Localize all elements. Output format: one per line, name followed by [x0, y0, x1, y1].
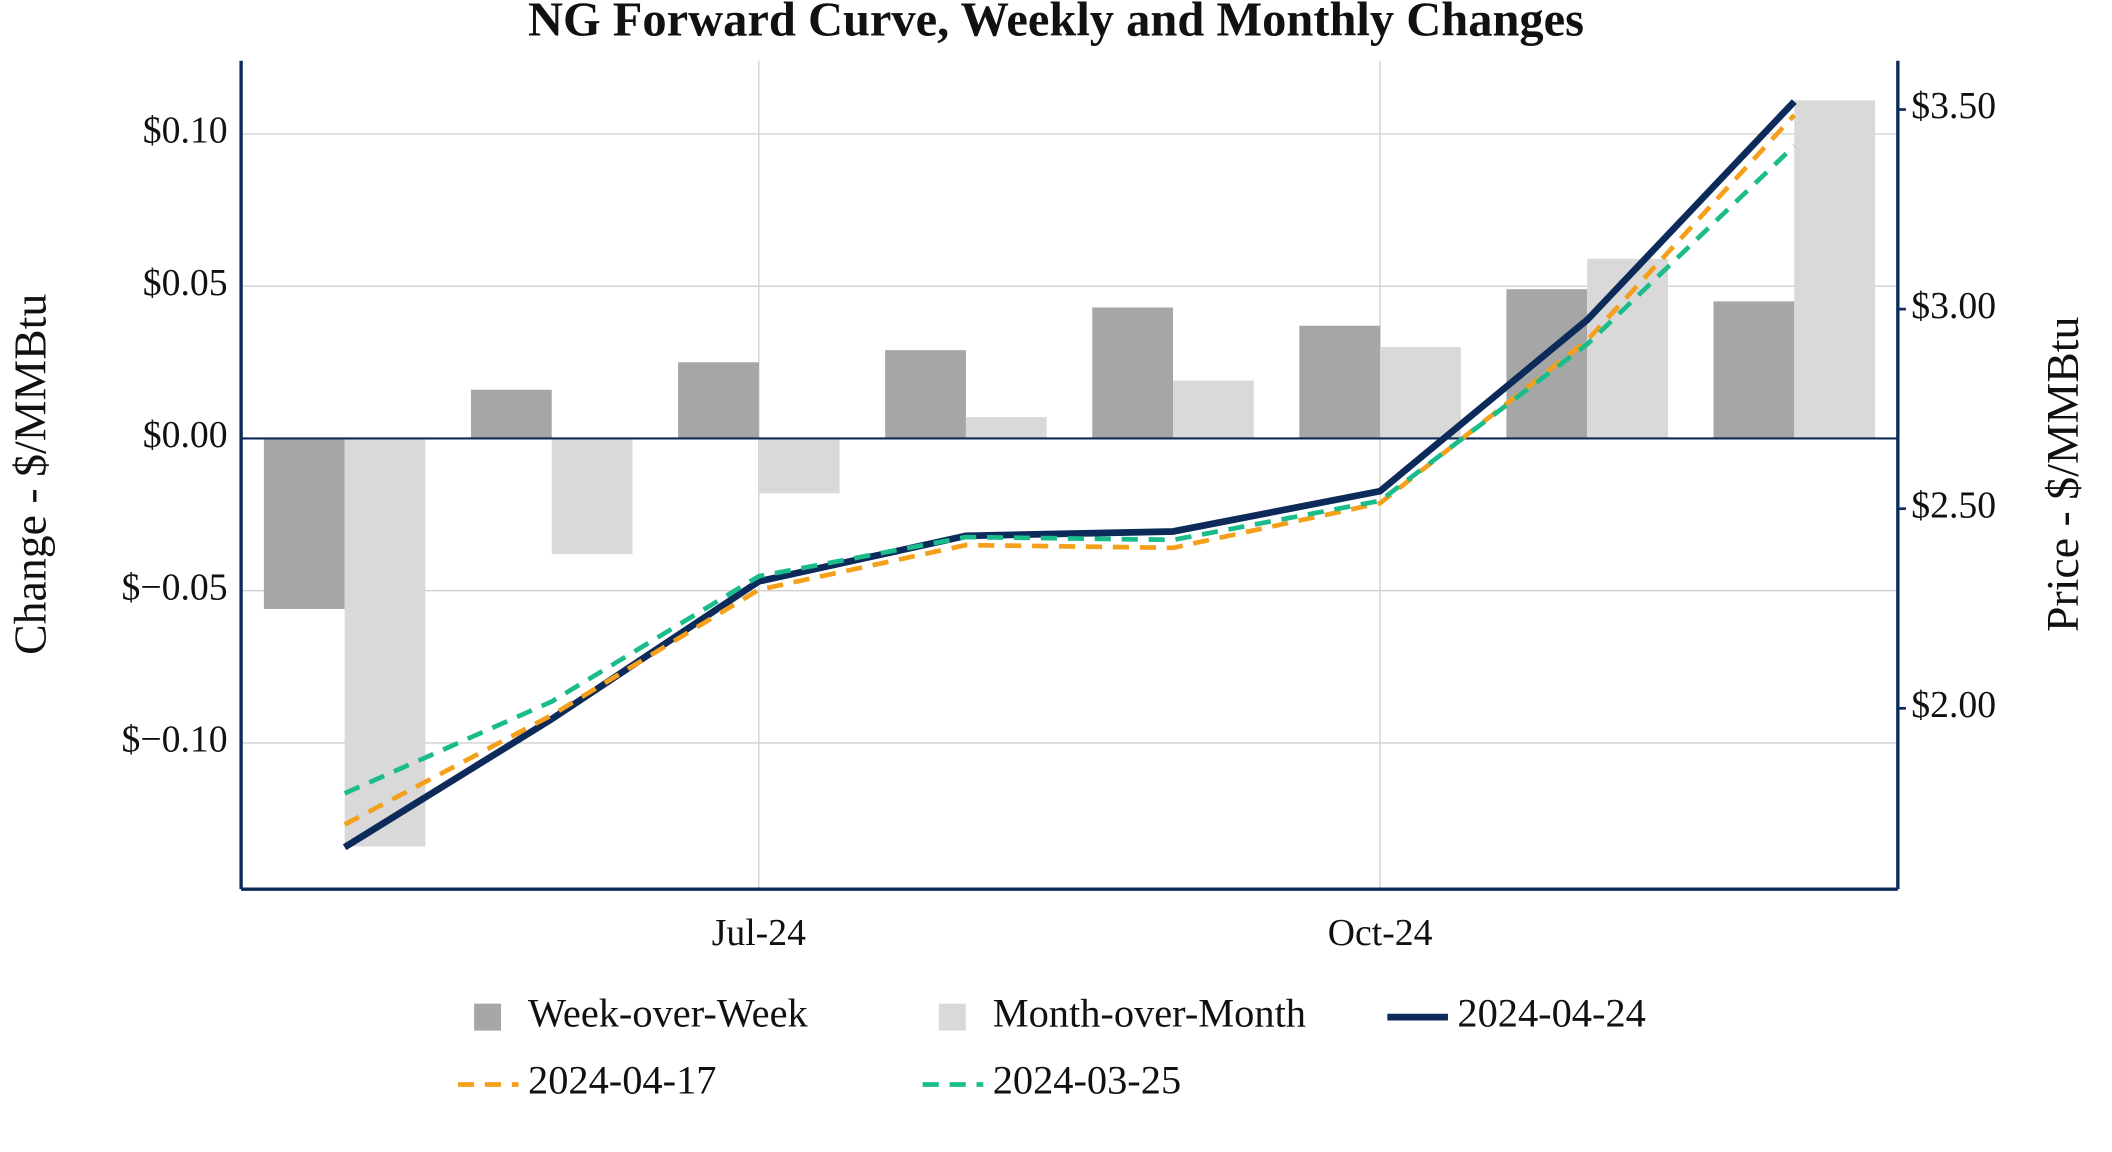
bar — [551, 438, 633, 555]
y2-tick-label: $2.00 — [1911, 684, 1996, 726]
y-tick-label: $0.00 — [143, 414, 228, 456]
bar — [1173, 380, 1254, 439]
bar — [965, 417, 1047, 439]
bar — [1506, 289, 1588, 439]
y2-tick-label: $2.50 — [1911, 484, 1996, 526]
bar — [678, 362, 759, 439]
y-tick-label: $0.10 — [143, 110, 228, 152]
bar — [1794, 100, 1876, 439]
legend-label: Month-over-Month — [993, 990, 1306, 1035]
bar — [1092, 307, 1174, 439]
legend-label: Week-over-Week — [528, 990, 809, 1035]
legend-label: 2024-03-25 — [993, 1058, 1181, 1103]
y-tick-label: $−0.05 — [122, 566, 228, 608]
y-axis-title: Change - $/MMBtu — [5, 294, 56, 655]
bar — [344, 438, 426, 847]
line — [343, 113, 1797, 827]
legend-swatch — [938, 1003, 966, 1031]
legend-swatch — [474, 1003, 502, 1031]
x-tick-label: Jul-24 — [712, 912, 806, 954]
y-tick-label: $0.05 — [143, 262, 228, 304]
bar — [1587, 258, 1668, 439]
bar — [1299, 325, 1381, 439]
legend-label: 2024-04-24 — [1457, 990, 1645, 1035]
chart-title: NG Forward Curve, Weekly and Monthly Cha… — [528, 0, 1584, 47]
x-tick-label: Oct-24 — [1328, 912, 1433, 954]
bar — [758, 438, 840, 494]
line — [343, 144, 1796, 796]
y-tick-label: $−0.10 — [122, 719, 228, 761]
y2-tick-label: $3.50 — [1911, 85, 1996, 127]
bar — [263, 438, 345, 609]
y2-tick-label: $3.00 — [1911, 285, 1996, 327]
bar — [885, 350, 966, 439]
y2-axis-title: Price - $/MMBtu — [2037, 317, 2088, 632]
bar — [1713, 301, 1795, 439]
bar — [1380, 347, 1461, 439]
bar — [470, 389, 552, 439]
legend-label: 2024-04-17 — [528, 1058, 716, 1103]
